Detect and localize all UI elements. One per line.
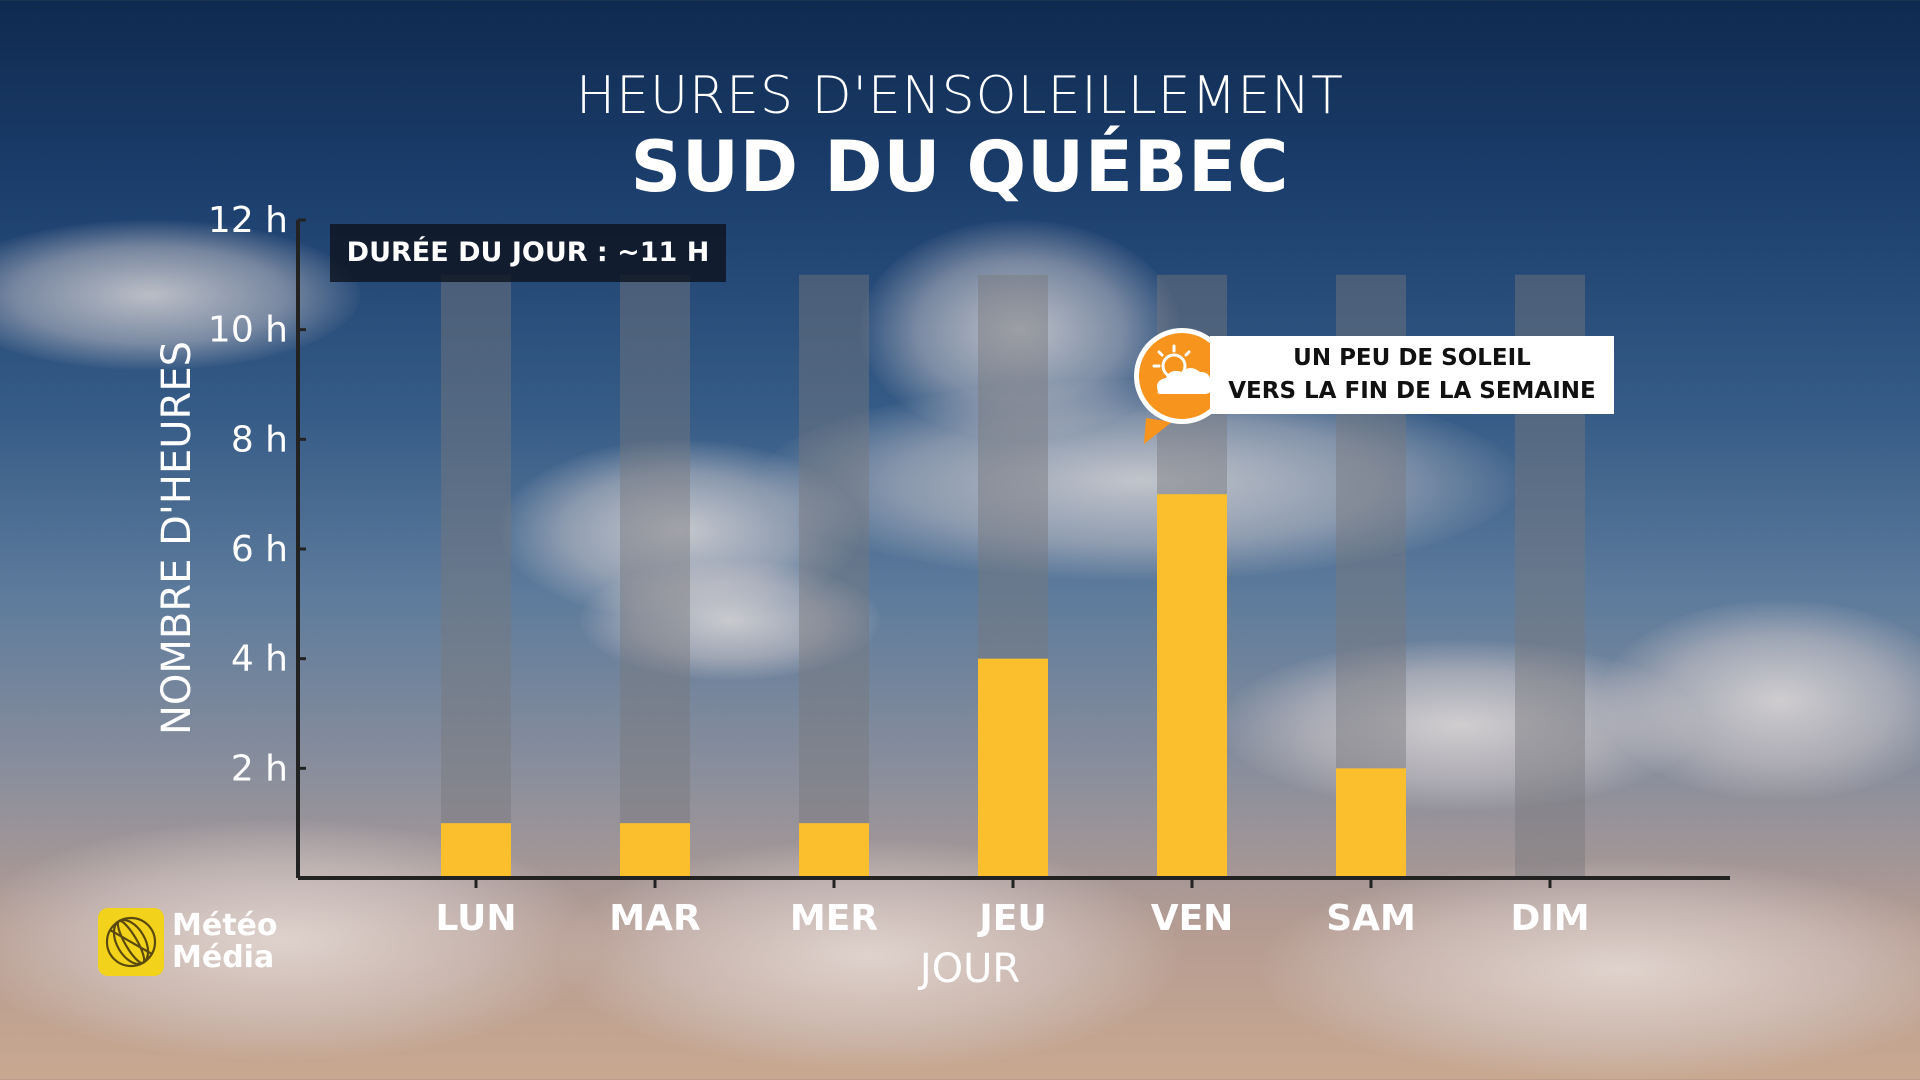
sunshine-bar: [1336, 768, 1406, 878]
y-tick-label: 12 h: [208, 200, 288, 241]
chart-title: HEURES D'ENSOLEILLEMENT: [576, 66, 1344, 126]
x-axis-label: JOUR: [917, 946, 1020, 992]
y-tick-label: 2 h: [231, 748, 288, 789]
day-length-bar: [620, 274, 690, 878]
sunshine-bar: [620, 823, 690, 878]
day-length-bar: [441, 274, 511, 878]
background-cloud: [1260, 860, 1920, 1080]
meteomedia-wordmark: Météo Média: [172, 910, 278, 974]
x-tick-label: MAR: [609, 898, 700, 939]
y-axis-label: NOMBRE D'HEURES: [154, 341, 200, 735]
meteomedia-logo-icon: [98, 908, 164, 976]
sun-cloud-icon: [1134, 328, 1230, 444]
x-tick-label: JEU: [976, 898, 1046, 939]
callout-line-2: VERS LA FIN DE LA SEMAINE: [1228, 378, 1596, 404]
background-cloud: [580, 560, 880, 680]
y-tick-label: 8 h: [231, 419, 288, 460]
callout-line-1: UN PEU DE SOLEIL: [1293, 345, 1531, 371]
sunshine-bar: [799, 823, 869, 878]
forecast-callout: UN PEU DE SOLEIL VERS LA FIN DE LA SEMAI…: [1210, 336, 1614, 414]
x-tick-label: VEN: [1151, 898, 1234, 939]
chart-subtitle: SUD DU QUÉBEC: [630, 126, 1290, 208]
x-tick-label: LUN: [435, 898, 516, 939]
background-cloud: [1600, 600, 1920, 800]
sunshine-bar: [1157, 494, 1227, 878]
day-length-bar: [799, 274, 869, 878]
sunshine-bar: [441, 823, 511, 878]
x-tick-label: MER: [790, 898, 878, 939]
logo-text-line-1: Météo: [172, 908, 278, 943]
logo-text-line-2: Média: [172, 940, 275, 975]
y-tick-label: 6 h: [231, 529, 288, 570]
y-tick-label: 10 h: [208, 310, 288, 351]
x-tick-label: SAM: [1326, 898, 1416, 939]
x-tick-label: DIM: [1510, 898, 1589, 939]
y-tick-label: 4 h: [231, 639, 288, 680]
sunshine-bar: [978, 658, 1048, 878]
day-length-badge: DURÉE DU JOUR : ~11 H: [330, 224, 726, 282]
